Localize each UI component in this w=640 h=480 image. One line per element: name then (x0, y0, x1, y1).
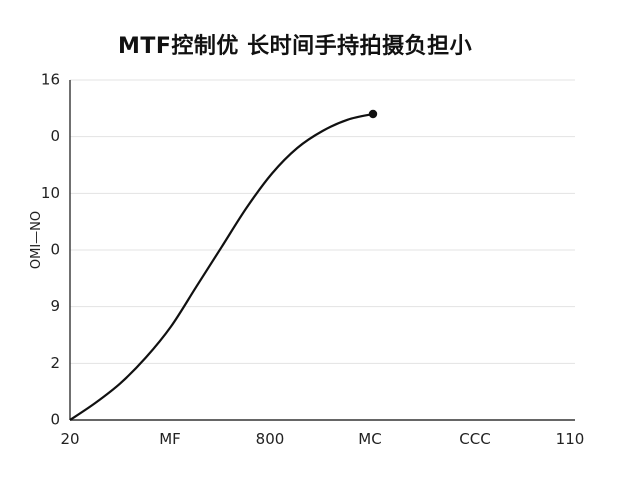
chart-title: MTF控制优 长时间手持拍摄负担小 (118, 34, 473, 59)
x-tick-label: 110 (556, 430, 585, 448)
x-tick-label: 20 (60, 430, 79, 448)
x-tick-label: MC (358, 430, 381, 448)
axes (69, 80, 575, 421)
y-tick-label: 0 (50, 411, 60, 429)
y-tick-label: 2 (50, 354, 60, 372)
series-end-point (368, 109, 378, 119)
y-tick-label: 16 (41, 71, 60, 89)
x-tick-label: 800 (256, 430, 285, 448)
x-tick-label: MF (159, 430, 181, 448)
y-tick-label: 0 (50, 127, 60, 145)
tick-labels: 0 2 9 0 10 0 16 20 MF 800 MC CCC 110 (41, 71, 584, 449)
y-axis-label: OMI—NO (29, 211, 44, 269)
series-line-0 (69, 112, 374, 421)
y-tick-label: 0 (50, 241, 60, 259)
series-layer (69, 109, 378, 421)
y-tick-label: 9 (50, 297, 60, 315)
x-tick-label: CCC (459, 430, 490, 448)
grid-lines (70, 79, 575, 364)
y-tick-label: 10 (41, 184, 60, 202)
